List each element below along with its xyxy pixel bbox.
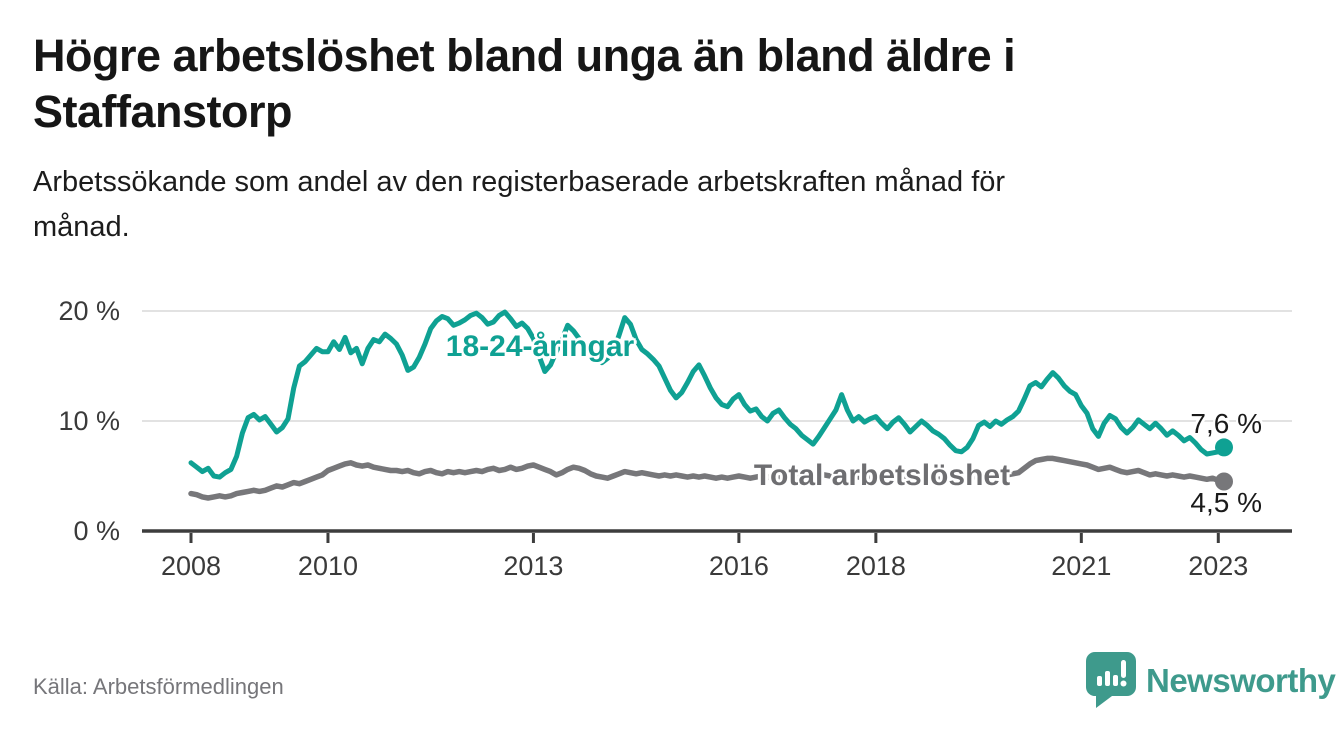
series-label-youth: 18-24-åringar [445, 330, 635, 363]
y-axis-label-10: 10 % [58, 406, 120, 436]
chart-subtitle-line1: Arbetssökande som andel av den registerb… [33, 166, 1006, 198]
chart-subtitle: Arbetssökande som andel av den registerb… [33, 160, 1273, 250]
x-axis-label-2008: 2008 [160, 551, 222, 581]
series-label-total: Total arbetslöshet [753, 459, 1011, 492]
y-axis-label-0: 0 % [73, 516, 120, 546]
y-axis-label-20: 20 % [58, 296, 120, 326]
total-unemployment-line [188, 455, 1227, 501]
page-title-line2: Staffanstorp [33, 86, 293, 137]
end-value-label-total: 4,5 % [1190, 487, 1262, 518]
page-title-line1: Högre arbetslöshet bland unga än bland ä… [33, 30, 1016, 81]
newsworthy-bubble-chart-icon [1086, 652, 1136, 708]
end-value-label-youth: 7,6 % [1190, 408, 1262, 439]
youth-end-dot [1215, 438, 1233, 457]
x-axis-label-2010: 2010 [297, 551, 358, 581]
newsworthy-wordmark: Newsworthy [1146, 662, 1336, 699]
total-end-dot [1215, 472, 1233, 491]
source-note: Källa: Arbetsförmedlingen [33, 674, 284, 699]
page-title: Högre arbetslöshet bland unga än bland ä… [33, 28, 1253, 140]
x-axis-label-2016: 2016 [708, 551, 769, 581]
newsworthy-logo: Newsworthy [1086, 652, 1336, 710]
x-axis-label-2018: 2018 [845, 551, 906, 581]
chart-subtitle-line2: månad. [33, 211, 130, 243]
x-axis-label-2023: 2023 [1188, 551, 1249, 581]
x-axis-label-2013: 2013 [503, 551, 564, 581]
youth-unemployment-line [188, 309, 1227, 480]
x-axis-label-2021: 2021 [1051, 551, 1112, 581]
